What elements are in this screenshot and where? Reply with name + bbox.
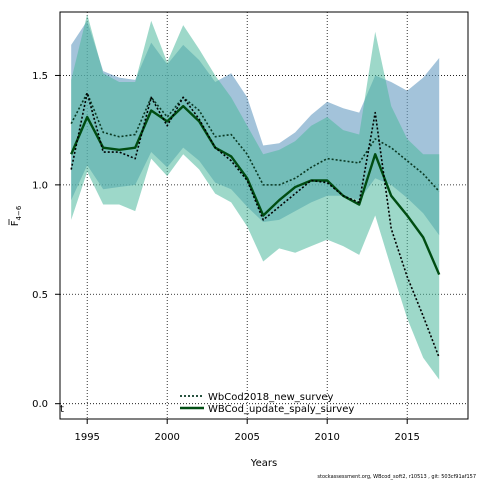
y-axis-title-main: F [10, 220, 21, 226]
y-tick-label: 0.0 [32, 399, 48, 410]
y-axis-title-sub: 4−6 [15, 205, 23, 220]
y-axis-ticks: 0.0 0.5 1.0 1.5 [32, 71, 60, 410]
legend-label-1: WbCod2018_new_survey [208, 392, 334, 403]
corner-mark: t [60, 404, 64, 415]
x-tick-label: 1995 [74, 432, 99, 443]
y-axis-title: F4−6 [8, 205, 23, 226]
legend-label-2: WBCod_update_spaly_survey [208, 404, 354, 415]
x-axis-title: Years [250, 458, 277, 469]
y-tick-label: 0.5 [32, 290, 48, 301]
x-tick-label: 2005 [234, 432, 259, 443]
x-tick-label: 2010 [314, 432, 339, 443]
series-line-3 [70, 92, 440, 359]
x-tick-label: 2000 [154, 432, 179, 443]
plot-frame [59, 11, 469, 420]
x-axis-ticks: 1995 2000 2005 2010 2015 [74, 419, 420, 443]
y-tick-label: 1.0 [32, 180, 48, 191]
series-line-2 [70, 104, 441, 276]
footer-text: stockassessment.org, WBcod_soft2, r10513… [317, 474, 476, 480]
x-tick-label: 2015 [394, 432, 419, 443]
y-tick-label: 1.5 [32, 71, 48, 82]
svg-text:F4−6: F4−6 [10, 205, 23, 226]
series-lines [70, 92, 441, 359]
legend: WbCod2018_new_survey WBCod_update_spaly_… [180, 392, 354, 415]
